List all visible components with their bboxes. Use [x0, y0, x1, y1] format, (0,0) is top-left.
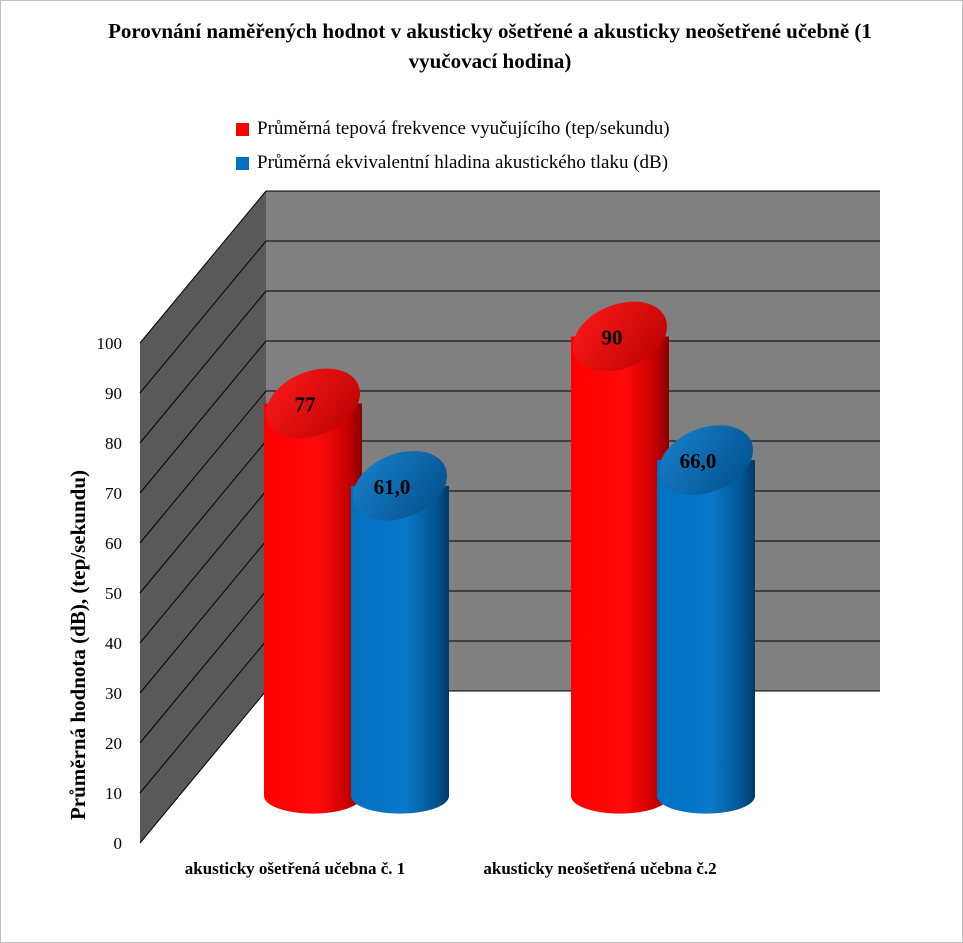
gridline-side [139, 640, 267, 794]
y-tick-label: 0 [114, 834, 123, 853]
gridline-side [139, 190, 267, 344]
bars: 77 90 61,0 66,0 [264, 301, 755, 814]
bar-body [351, 485, 449, 814]
y-tick-label: 70 [105, 484, 122, 503]
bar-body [264, 403, 362, 814]
legend-swatch-red [236, 122, 249, 136]
legend-item-heart-rate: Průměrná tepová frekvence vyučujícího (t… [236, 112, 670, 146]
gridline-side [139, 390, 267, 544]
gridline-side [139, 690, 267, 844]
chart-walls [139, 190, 880, 844]
legend-label-sound-level: Průměrná ekvivalentní hladina akustickéh… [257, 152, 669, 173]
y-tick-label: 80 [105, 434, 122, 453]
gridline-side [139, 540, 267, 694]
bar-top [659, 425, 753, 495]
y-axis-ticks: 0 10 20 30 40 50 60 70 80 90 100 [97, 334, 123, 853]
data-label: 77 [295, 392, 316, 416]
legend-label-heart-rate: Průměrná tepová frekvence vyučujícího (t… [257, 118, 670, 139]
y-tick-label: 90 [105, 384, 122, 403]
bar-top [353, 450, 447, 521]
gridline-side [139, 290, 267, 444]
y-tick-label: 20 [105, 734, 122, 753]
legend: Průměrná tepová frekvence vyučujícího (t… [236, 112, 670, 180]
bar-top [573, 301, 667, 372]
chart-title: Porovnání naměřených hodnot v akusticky … [108, 19, 872, 73]
gridline-side [139, 340, 267, 494]
gridline-side [139, 590, 267, 744]
y-axis-label: Průměrná hodnota (dB), (tep/sekundu) [66, 469, 90, 821]
bar-body [571, 336, 669, 814]
bar-body [657, 460, 755, 814]
gridline-side [139, 490, 267, 644]
gridline-side [139, 240, 267, 394]
bar-cylinder: 66,0 [657, 425, 755, 814]
y-tick-label: 30 [105, 684, 122, 703]
y-tick-label: 10 [105, 784, 122, 803]
bar-top [266, 368, 360, 439]
bar-cylinder: 61,0 [351, 450, 449, 814]
gridline-side [139, 440, 267, 594]
y-tick-label: 50 [105, 584, 122, 603]
data-label: 61,0 [374, 475, 411, 499]
legend-swatch-blue [236, 156, 249, 170]
x-category-2: akusticky neošetřená učebna č.2 [483, 859, 717, 878]
legend-item-sound-level: Průměrná ekvivalentní hladina akustickéh… [236, 146, 670, 180]
data-label: 90 [602, 326, 623, 350]
y-tick-label: 60 [105, 534, 122, 553]
y-tick-label: 100 [97, 334, 123, 353]
x-category-1: akusticky ošetřená učebna č. 1 [184, 859, 406, 878]
data-label: 66,0 [680, 449, 717, 473]
bar-cylinder: 90 [571, 301, 669, 814]
y-tick-label: 40 [105, 634, 122, 653]
bar-cylinder: 77 [264, 368, 362, 814]
